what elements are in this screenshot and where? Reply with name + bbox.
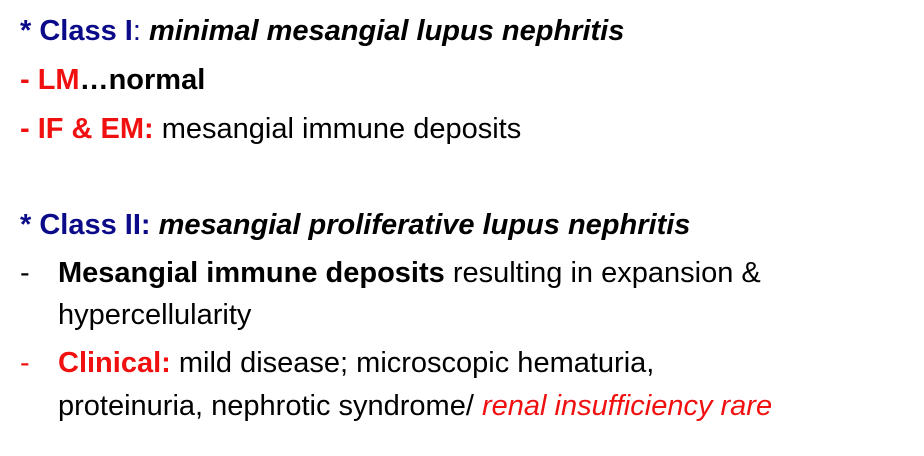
class2-label: * Class II: bbox=[20, 209, 151, 241]
class1-ifem-line: - IF & EM: mesangial immune deposits bbox=[20, 112, 521, 146]
bullet1-bold: Mesangial immune deposits bbox=[58, 257, 445, 289]
class1-lm-label: - LM bbox=[20, 64, 80, 96]
class1-heading: * Class I: minimal mesangial lupus nephr… bbox=[20, 14, 624, 48]
class1-ifem-text: mesangial immune deposits bbox=[153, 113, 522, 145]
class2-title: mesangial proliferative lupus nephritis bbox=[150, 209, 691, 241]
class1-label: * Class I bbox=[20, 15, 133, 47]
bullet2-continuation: proteinuria, nephrotic syndrome/ bbox=[58, 390, 482, 422]
class1-lm-text: …normal bbox=[79, 64, 206, 96]
class1-ifem-label: - IF & EM: bbox=[20, 113, 154, 145]
bullet2-text: mild disease; microscopic hematuria, bbox=[170, 347, 655, 379]
bullet1-text: resulting in expansion & bbox=[444, 257, 761, 289]
bullet1-dash: - bbox=[20, 257, 30, 289]
bullet2-emphasis: renal insufficiency rare bbox=[481, 390, 773, 422]
bullet2-dash: - bbox=[20, 347, 30, 379]
class1-colon: : bbox=[132, 15, 141, 47]
class1-lm-line: - LM…normal bbox=[20, 63, 205, 97]
bullet1-continuation: hypercellularity bbox=[58, 299, 252, 331]
class2-heading: * Class II: mesangial proliferative lupu… bbox=[20, 208, 690, 242]
bullet2-label: Clinical: bbox=[58, 347, 171, 379]
class1-title: minimal mesangial lupus nephritis bbox=[140, 15, 625, 47]
